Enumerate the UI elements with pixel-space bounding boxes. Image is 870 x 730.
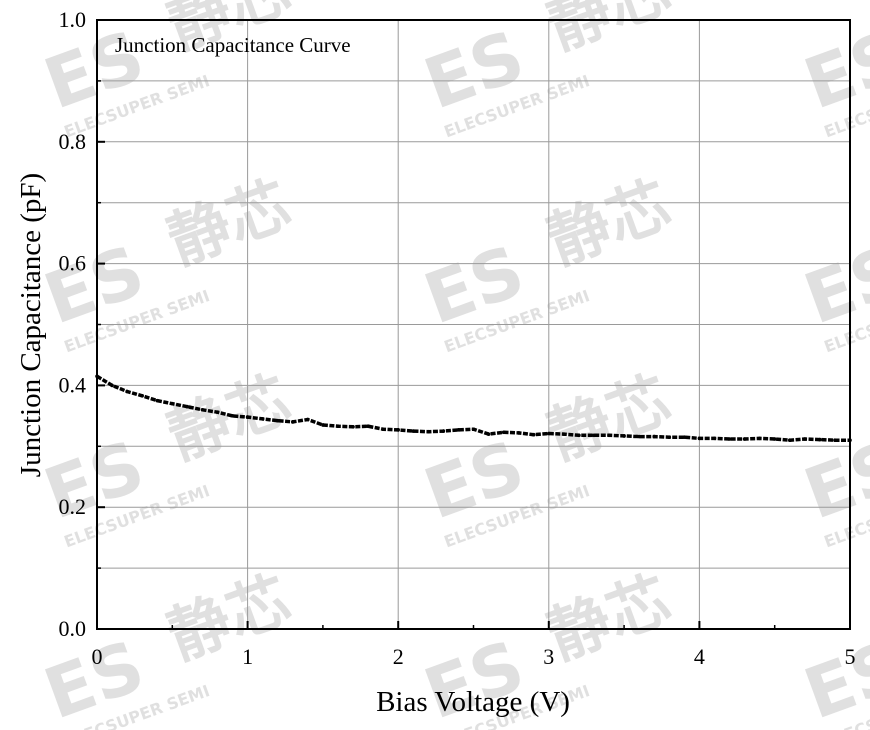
data-point [411,429,416,433]
data-point [787,438,792,443]
watermark-brand: ES [794,230,870,341]
data-point [727,437,732,441]
data-point [396,428,401,432]
data-point [290,420,295,424]
watermark-brand: ES [794,625,870,730]
data-point [592,433,596,438]
x-tick-label: 4 [694,644,705,669]
y-tick-label: 0.4 [59,372,87,397]
data-point [607,433,611,438]
data-point [381,427,385,432]
data-point [170,401,175,406]
data-point [155,398,160,403]
data-point [336,424,340,429]
data-point [682,435,687,439]
watermark-cjk: 静芯 [538,362,680,473]
x-tick-label: 5 [845,644,856,669]
data-point [622,434,626,438]
data-point [547,431,551,436]
data-point [516,431,521,435]
data-point [501,430,506,435]
data-point [215,410,220,414]
data-point [125,389,129,394]
y-tick-label: 0.8 [59,129,87,154]
y-axis-label: Junction Capacitance (pF) [15,173,47,477]
data-point [366,424,370,429]
data-point [426,429,431,434]
data-point [486,432,491,436]
watermark-cjk: 静芯 [538,167,680,278]
ticks [96,19,851,630]
data-point [712,436,717,441]
data-point [697,436,702,441]
data-point [140,393,144,398]
watermark-cjk: 静芯 [538,0,680,63]
x-tick-label: 2 [393,644,404,669]
y-tick-label: 0.2 [59,494,87,519]
data-point [803,437,807,441]
data-point [456,428,461,432]
data-point [321,423,325,427]
data-point [245,415,250,419]
data-point [667,435,672,439]
data-point [652,434,657,439]
chart-title: Junction Capacitance Curve [115,33,351,57]
watermark-cjk: 静芯 [158,562,300,673]
x-axis-label: Bias Voltage (V) [376,686,570,718]
x-tick-label: 1 [242,644,253,669]
data-point [531,432,536,437]
y-tick-label: 0.0 [59,616,87,641]
watermark-brand: ES [794,15,870,126]
x-tick-labels: 0 1 2 3 4 5 [92,644,856,669]
data-point [275,418,280,423]
data-point [200,407,205,412]
x-tick-label: 3 [543,644,554,669]
data-point [772,437,777,441]
watermark-cjk: 静芯 [158,362,300,473]
data-point [441,429,446,433]
data-point [833,438,837,443]
data-point [637,434,641,439]
data-point [230,414,235,418]
x-tick-label: 0 [92,644,103,669]
data-point [185,404,190,409]
data-point [562,432,566,436]
data-point [471,427,476,432]
y-tick-label: 1.0 [59,7,87,32]
y-tick-labels: 0.0 0.2 0.4 0.6 0.8 1.0 [59,7,87,641]
watermark-cjk: 静芯 [158,167,300,278]
data-point [110,383,114,388]
watermark-cjk: 静芯 [538,562,680,673]
data-point [306,417,310,422]
series-layer [95,374,852,443]
data-point [742,437,747,441]
data-point [260,417,265,421]
data-point [757,436,762,441]
data-point [577,433,581,438]
y-tick-label: 0.6 [59,251,87,276]
data-point [818,437,822,442]
data-point [351,425,355,429]
